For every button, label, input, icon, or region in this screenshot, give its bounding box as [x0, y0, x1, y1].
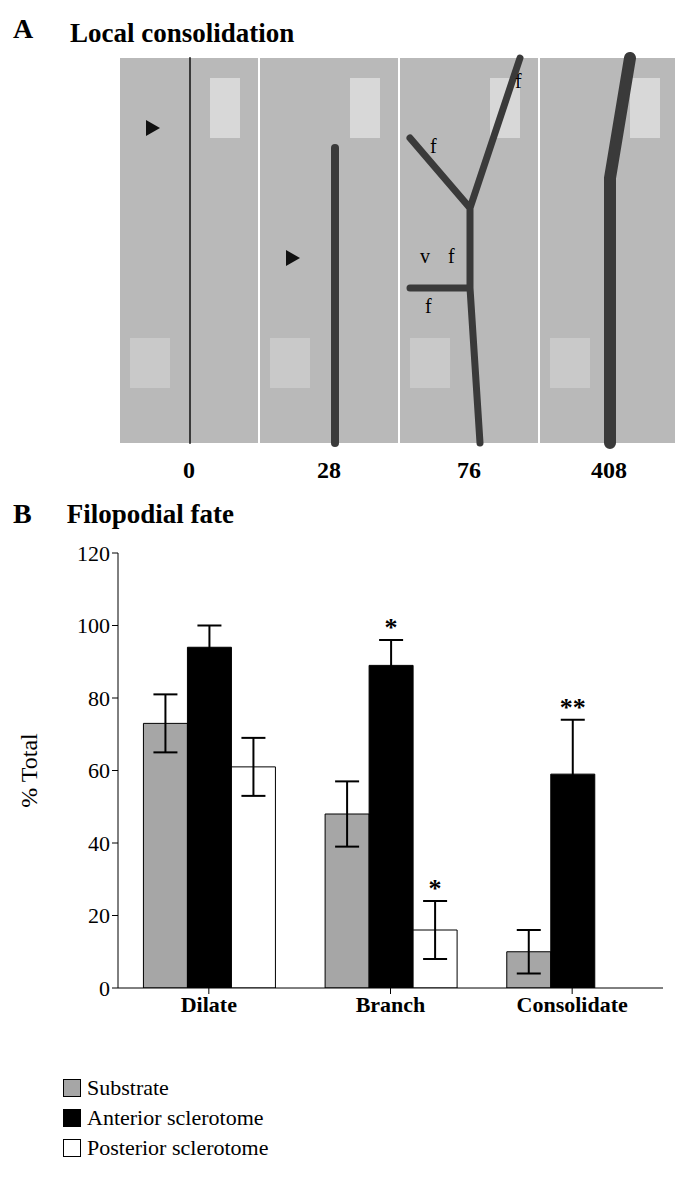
- html-text:B: B: [13, 498, 32, 529]
- html-text:Anterior sclerotome: Anterior sclerotome: [87, 1105, 264, 1130]
- svg-text:80: 80: [88, 686, 110, 711]
- svg-text:0: 0: [183, 457, 195, 483]
- svg-text:Dilate: Dilate: [181, 992, 237, 1017]
- svg-text:*: *: [385, 613, 398, 642]
- html-text:Filopodial fate: Filopodial fate: [66, 499, 234, 529]
- svg-text:**: **: [560, 693, 586, 722]
- html-text:Posterior sclerotome: Posterior sclerotome: [87, 1135, 269, 1160]
- svg-text:*: *: [429, 874, 442, 903]
- svg-text:0: 0: [99, 976, 110, 1001]
- svg-text:f: f: [430, 135, 437, 157]
- svg-text:f: f: [448, 245, 455, 267]
- svg-text:f: f: [515, 70, 522, 92]
- svg-text:% Total: % Total: [16, 733, 42, 808]
- svg-text:408: 408: [591, 457, 627, 483]
- svg-text:60: 60: [88, 758, 110, 783]
- svg-text:Local consolidation: Local consolidation: [70, 18, 294, 48]
- svg-text:100: 100: [77, 613, 110, 638]
- svg-text:20: 20: [88, 903, 110, 928]
- svg-text:28: 28: [317, 457, 341, 483]
- svg-text:f: f: [425, 295, 432, 317]
- svg-text:40: 40: [88, 831, 110, 856]
- svg-text:Branch: Branch: [356, 992, 426, 1017]
- svg-text:120: 120: [77, 541, 110, 566]
- svg-text:A: A: [13, 13, 34, 44]
- svg-text:76: 76: [457, 457, 481, 483]
- html-text:Substrate: Substrate: [87, 1075, 169, 1100]
- svg-text:v: v: [420, 245, 430, 267]
- svg-text:Consolidate: Consolidate: [517, 992, 628, 1017]
